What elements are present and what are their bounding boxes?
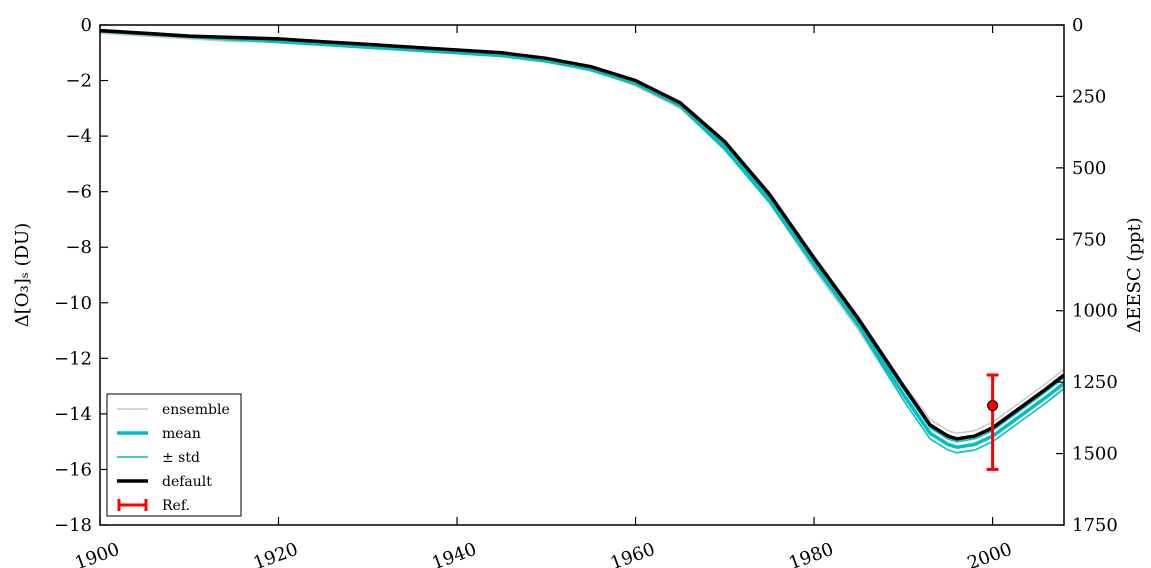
legend: ensemble mean ± std default Ref. — [106, 393, 242, 517]
y-tick-label-1: −2 — [65, 71, 92, 92]
legend-label-ref: Ref. — [162, 498, 190, 514]
y-tick-label-4: −8 — [65, 237, 92, 258]
y2-tick-label-0: 0 — [1072, 15, 1083, 36]
series-ensemble-lower — [99, 32, 1065, 454]
y-axis-left: 0 −2 −4 −6 −8 −10 −12 −14 −16 −18 — [54, 15, 108, 536]
y2-tick-label-1000: 1000 — [1072, 301, 1118, 322]
series-ensemble-upper — [99, 29, 1065, 435]
y-axis-label: Δ[O₃]ₛ (DU) — [12, 223, 33, 327]
y-tick-label-6: −12 — [54, 348, 92, 369]
legend-box — [106, 393, 242, 517]
legend-label-std: ± std — [162, 450, 200, 466]
legend-label-mean: mean — [162, 426, 201, 442]
x-tick-label-1920: 1920 — [251, 539, 301, 568]
y2-tick-label-1750: 1750 — [1072, 515, 1118, 536]
y2-axis-label: ΔEESC (ppt) — [1124, 217, 1145, 332]
y-tick-label-2: −4 — [65, 126, 92, 147]
y2-tick-label-750: 750 — [1072, 229, 1106, 250]
x-tick-label-1960: 1960 — [608, 539, 658, 568]
y-tick-label-0: 0 — [81, 15, 92, 36]
x-tick-label-1980: 1980 — [786, 539, 836, 568]
x-tick-label-2000: 2000 — [965, 539, 1015, 568]
series-std-upper — [99, 29, 1065, 443]
reference-layer — [986, 373, 999, 471]
legend-item-default: default — [117, 474, 212, 490]
y-axis-right: 0 250 500 750 1000 1250 1500 1750 — [1056, 15, 1118, 536]
legend-item-std: ± std — [117, 450, 200, 466]
x-tick-label-1900: 1900 — [72, 539, 122, 568]
series-default — [99, 28, 1066, 441]
legend-label-default: default — [162, 474, 212, 490]
y2-tick-label-1500: 1500 — [1072, 444, 1118, 465]
series-mean — [99, 28, 1066, 449]
ref-point — [987, 400, 999, 412]
y-tick-label-9: −18 — [54, 515, 92, 536]
legend-label-ensemble: ensemble — [162, 402, 230, 418]
plot-frame — [99, 24, 1065, 526]
y-tick-label-8: −16 — [54, 459, 92, 480]
y-tick-label-3: −6 — [65, 182, 92, 203]
y2-tick-label-250: 250 — [1072, 86, 1106, 107]
series-layer — [99, 28, 1066, 454]
y-tick-label-7: −14 — [54, 404, 92, 425]
series-std-lower — [99, 31, 1065, 454]
y2-tick-label-1250: 1250 — [1072, 372, 1118, 393]
legend-item-mean: mean — [117, 426, 201, 442]
legend-item-ensemble: ensemble — [117, 402, 230, 418]
y2-tick-label-500: 500 — [1072, 158, 1106, 179]
x-tick-label-1940: 1940 — [429, 539, 479, 568]
legend-item-ref: Ref. — [117, 498, 190, 514]
y-tick-label-5: −10 — [54, 293, 92, 314]
